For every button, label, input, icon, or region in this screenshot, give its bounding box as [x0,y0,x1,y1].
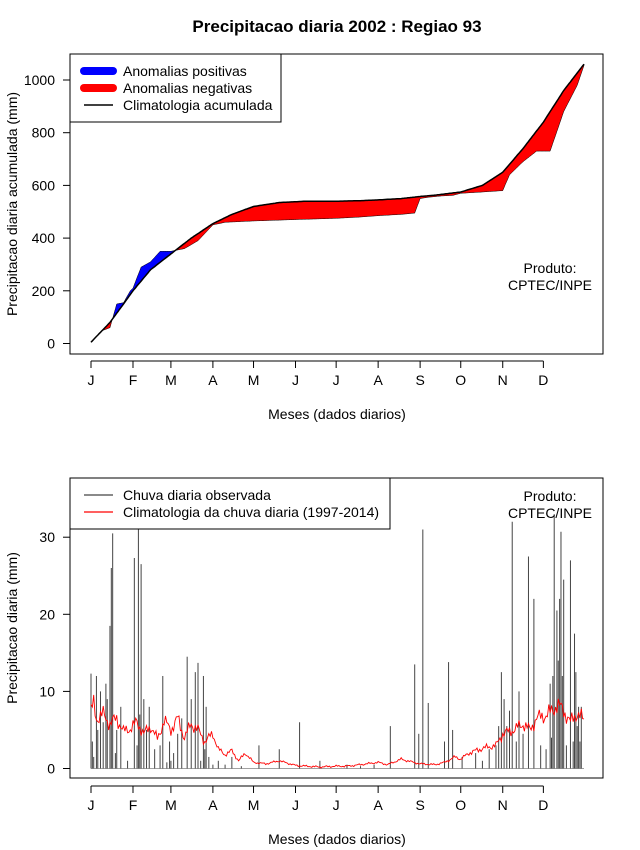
legend-positive: Anomalias positivas [123,63,247,79]
top-y-tick-label: 600 [32,177,56,193]
top-y-axis-label: Precipitacao diaria acumulada (mm) [4,92,20,316]
top-y-tick-label: 200 [32,283,56,299]
bottom-legend: Chuva diaria observada Climatologia da c… [69,477,391,530]
bottom-y-tick-label: 0 [47,761,55,777]
bottom-legend-box [69,477,391,530]
bottom-x-tick-label: A [208,797,218,813]
bottom-x-axis-label: Meses (dados diarios) [268,831,406,847]
top-x-tick-label: J [333,372,340,388]
bottom-x-tick-label: A [373,797,383,813]
legend-negative: Anomalias negativas [123,80,252,96]
bottom-x-tick-label: D [538,797,548,813]
bottom-observed-bars [90,514,584,769]
bottom-x-tick-label: M [248,797,260,813]
top-x-tick-label: M [165,372,177,388]
legend-climatology: Climatologia acumulada [123,97,273,113]
bottom-x-tick-label: J [88,797,95,813]
bottom-climatology-line [90,694,585,769]
top-legend: Anomalias positivas Anomalias negativas … [69,53,282,123]
bottom-y-tick-label: 20 [39,606,55,622]
climatology-cumulative-line [90,63,585,343]
top-x-axis-label: Meses (dados diarios) [268,406,406,422]
top-y-tick-label: 800 [32,125,56,141]
top-plot-frame [69,53,604,355]
bottom-x-tick-label: M [165,797,177,813]
top-y-tick-label: 0 [47,336,55,352]
climatology-daily-line [90,694,585,769]
bottom-y-axis: 0 10 20 30 [39,529,70,777]
top-x-tick-label: A [208,372,218,388]
bottom-x-tick-label: F [129,797,138,813]
legend-observed: Chuva diaria observada [123,487,271,503]
chart-title: Precipitacao diaria 2002 : Regiao 93 [192,17,481,36]
top-y-tick-label: 400 [32,230,56,246]
bottom-y-tick-label: 10 [39,683,55,699]
legend-daily-climatology: Climatologia da chuva diaria (1997-2014) [123,504,379,520]
top-y-axis: 0 200 400 600 800 1000 [24,72,70,352]
bottom-x-tick-label: N [498,797,508,813]
top-x-tick-label: J [88,372,95,388]
top-climatology-line [90,63,585,343]
bottom-x-tick-label: S [415,797,424,813]
top-x-tick-label: M [248,372,260,388]
bottom-x-tick-label: O [455,797,466,813]
top-x-tick-label: D [538,372,548,388]
top-x-tick-label: F [129,372,138,388]
top-annotation-line2: CPTEC/INPE [508,277,592,293]
top-x-tick-label: O [455,372,466,388]
bottom-y-axis-label: Precipitacao diaria (mm) [4,552,20,704]
bottom-x-tick-label: J [333,797,340,813]
top-x-tick-label: S [415,372,424,388]
top-annotation-line1: Produto: [524,260,577,276]
top-x-tick-label: J [292,372,299,388]
top-x-tick-label: A [373,372,383,388]
top-x-tick-label: N [498,372,508,388]
bottom-annotation-line2: CPTEC/INPE [508,505,592,521]
bottom-x-tick-label: J [292,797,299,813]
bottom-y-tick-label: 30 [39,529,55,545]
top-y-tick-label: 1000 [24,72,55,88]
bottom-annotation-line1: Produto: [524,488,577,504]
